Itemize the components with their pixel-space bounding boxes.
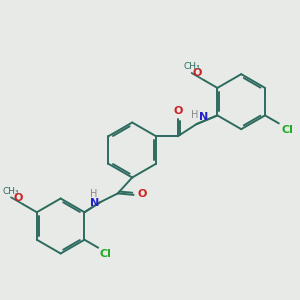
Text: H: H (89, 189, 97, 199)
Text: CH₃: CH₃ (183, 62, 200, 71)
Text: O: O (137, 189, 146, 199)
Text: H: H (190, 110, 198, 120)
Text: N: N (90, 198, 99, 208)
Text: O: O (193, 68, 202, 79)
Text: O: O (14, 193, 23, 203)
Text: Cl: Cl (281, 125, 293, 135)
Text: O: O (174, 106, 183, 116)
Text: N: N (199, 112, 208, 122)
Text: Cl: Cl (100, 249, 112, 259)
Text: CH₃: CH₃ (3, 187, 19, 196)
